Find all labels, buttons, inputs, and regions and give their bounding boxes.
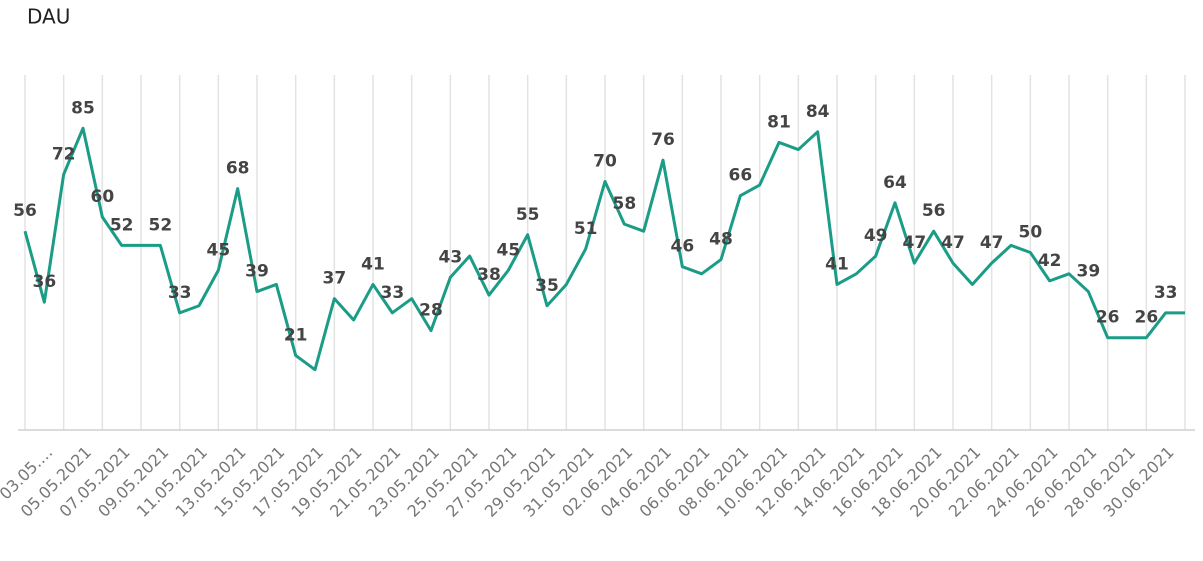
data-label: 56 [13, 201, 37, 221]
data-label: 49 [864, 226, 888, 246]
data-label: 50 [1018, 223, 1042, 243]
data-label: 39 [245, 262, 269, 282]
data-label: 33 [1154, 283, 1178, 303]
data-label: 28 [419, 301, 443, 321]
data-label: 21 [284, 325, 308, 345]
data-label: 26 [1134, 308, 1158, 328]
data-label: 81 [767, 112, 791, 132]
data-label: 36 [32, 272, 56, 292]
data-label: 47 [941, 233, 965, 253]
data-label: 47 [980, 233, 1004, 253]
data-label: 68 [226, 159, 250, 179]
data-label: 84 [806, 102, 830, 122]
data-label: 52 [110, 215, 134, 235]
data-label: 33 [380, 283, 404, 303]
data-label: 45 [496, 240, 520, 260]
data-label: 38 [477, 265, 501, 285]
data-label: 76 [651, 130, 675, 150]
data-label: 48 [709, 230, 733, 250]
data-label: 52 [148, 215, 172, 235]
data-label: 66 [728, 166, 752, 186]
data-label: 39 [1076, 262, 1100, 282]
chart-title: DAU [27, 5, 70, 29]
data-label: 37 [322, 269, 346, 289]
data-label: 85 [71, 98, 95, 118]
data-label: 41 [825, 254, 849, 274]
data-label: 33 [168, 283, 192, 303]
data-line [23, 126, 1185, 372]
data-label: 43 [438, 247, 462, 267]
data-label: 58 [612, 194, 636, 214]
data-label: 72 [52, 144, 76, 164]
data-label: 46 [670, 237, 694, 257]
data-label: 26 [1096, 308, 1120, 328]
data-label: 55 [516, 205, 540, 225]
data-label: 70 [593, 152, 617, 172]
data-label: 47 [902, 233, 926, 253]
data-label: 35 [535, 276, 559, 296]
data-label: 56 [922, 201, 946, 221]
data-label: 60 [90, 187, 114, 207]
data-label: 41 [361, 254, 385, 274]
data-label: 64 [883, 173, 907, 193]
data-label: 51 [574, 219, 598, 239]
data-label: 42 [1038, 251, 1062, 271]
data-label: 45 [206, 240, 230, 260]
